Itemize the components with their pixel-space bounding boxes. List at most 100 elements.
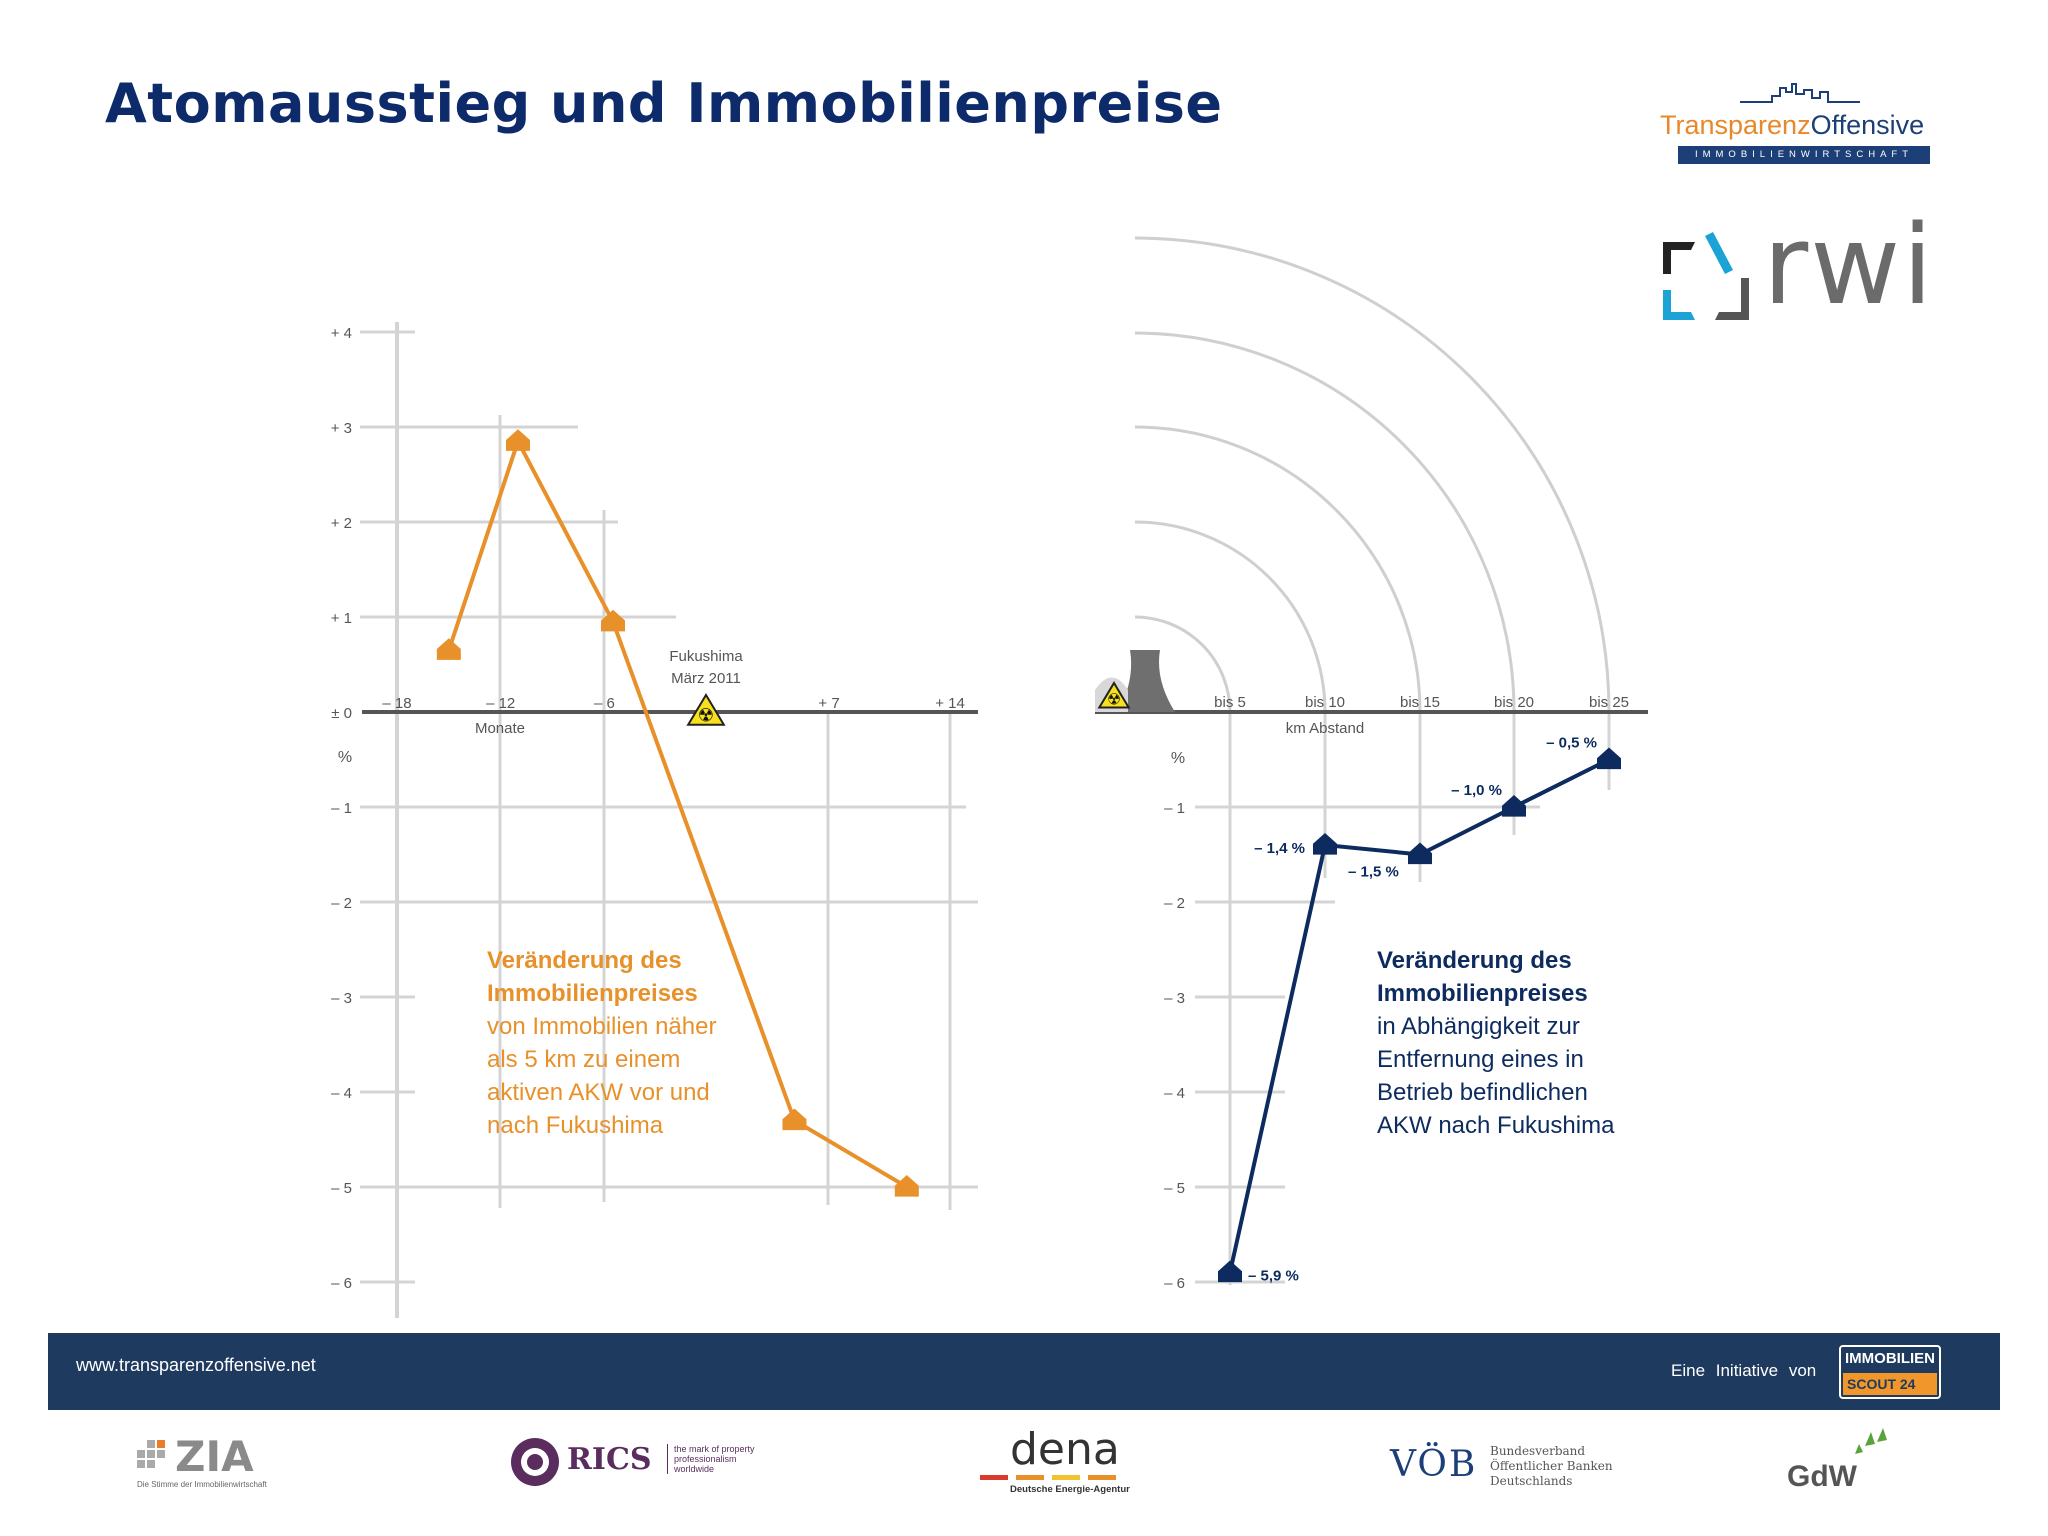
footer-url-link[interactable]: www.transparenzoffensive.net [76, 1355, 316, 1375]
chart1-y-tick-label: + 3 [331, 420, 352, 437]
zia-grid-icon [137, 1440, 165, 1468]
chart1-annotation-line2: März 2011 [671, 670, 741, 687]
chart1-x-tick-label: + 7 [818, 695, 839, 712]
chart2-data-point [1597, 747, 1621, 770]
footer-initiative-text: Eine Initiative von [1671, 1361, 1817, 1380]
chart2-y-tick-label: – 6 [1164, 1275, 1185, 1292]
chart2-data-label: – 1,5 % [1348, 864, 1399, 881]
chart2-radiation-icon: ☢ [1097, 681, 1131, 709]
chart2-distance-arc [1134, 236, 1611, 713]
chart1-x-tick-label: + 14 [935, 695, 965, 712]
dena-stripes-icon [980, 1475, 1116, 1480]
chart1-y-tick-label: + 2 [331, 515, 352, 532]
chart1-annotation-line1: Fukushima [669, 648, 743, 665]
partner-logo-gdw: GdW [1785, 1428, 1905, 1493]
voeb-wordmark: VÖB [1390, 1444, 1478, 1485]
chart-left: + 4 + 3 + 2 + 1 ± 0 – 1 – 2 – 3 – 4 – 5 – 6 – 18 – 1… [331, 322, 978, 1318]
chart2-y-tick-label: – 1 [1164, 800, 1185, 817]
gdw-wordmark: GdW [1787, 1460, 1857, 1493]
partner-logo-zia: ZIA Die Stimme der Immobilienwirtschaft [135, 1432, 295, 1492]
rwi-logo: rwi [1655, 201, 1955, 335]
chart2-radiation-icon-triangle [1097, 681, 1131, 709]
chart1-data-point [505, 429, 530, 451]
voeb-tagline-1: Bundesverband [1490, 1444, 1586, 1458]
chart2-x-tick-label: bis 15 [1400, 694, 1440, 711]
chart2-caption-line: Immobilienpreises [1377, 980, 1588, 1007]
zia-tagline: Die Stimme der Immobilienwirtschaft [137, 1480, 267, 1489]
rics-wordmark: RICS [567, 1442, 652, 1477]
chart1-data-point [782, 1108, 807, 1131]
chart2-caption-line: in Abhängigkeit zur [1377, 1013, 1580, 1040]
chart2-cooling-tower [1118, 650, 1175, 712]
chart2-data-point [1313, 833, 1337, 855]
chart1-y-tick-label: ± 0 [331, 705, 352, 722]
chart2-data-label: – 0,5 % [1546, 735, 1597, 752]
chart1-radiation-icon: ☢ [686, 693, 726, 726]
chart1-caption-line: als 5 km zu einem [487, 1046, 680, 1073]
chart2-data-label: – 1,4 % [1254, 840, 1305, 857]
chart2-distance-arc [1134, 615, 1232, 713]
chart1-y-tick-label: – 3 [331, 990, 352, 1007]
chart-right: – 1 – 2 – 3 – 4 – 5 – 6 bis 5 bis 10 bis 15 bis 2… [1095, 236, 1648, 1292]
chart2-data-point [1408, 842, 1432, 865]
chart1-x-tick-label: – 18 [382, 695, 411, 712]
charts-area: + 4 + 3 + 2 + 1 ± 0 – 1 – 2 – 3 – 4 – 5 – 6 – 18 – 1… [331, 236, 1648, 1318]
voeb-tagline-2: Öffentlicher Banken [1490, 1459, 1613, 1473]
rwi-mark-icon [1663, 232, 1749, 320]
tp-brand-part-b: Offensive [1810, 110, 1925, 140]
chart1-series-line [446, 436, 908, 1189]
tp-brand-name: TransparenzOffensive [1660, 110, 1924, 141]
chart1-data-point [601, 609, 626, 632]
chart1-x-tick-label: – 12 [486, 695, 515, 712]
partner-logo-dena: dena Deutsche Energie-Agentur [980, 1424, 1170, 1495]
is24-bottom-text: SCOUT 24 [1843, 1373, 1937, 1395]
zia-wordmark: ZIA [175, 1432, 254, 1481]
chart1-y-tick-label: – 2 [331, 895, 352, 912]
chart1-y-tick-label: + 1 [331, 610, 352, 627]
page-title: Atomausstieg und Immobilienpreise [105, 72, 1223, 135]
chart2-x-tick-label: bis 25 [1589, 694, 1629, 711]
voeb-tagline-3: Deutschlands [1490, 1474, 1573, 1488]
chart1-caption-line: nach Fukushima [487, 1112, 664, 1139]
chart2-distance-arc [1134, 520, 1327, 713]
chart2-data-point [1218, 1260, 1242, 1283]
chart2-distance-arc [1134, 331, 1516, 713]
chart2-distance-arc [1134, 425, 1422, 713]
chart2-y-unit-label: % [1171, 750, 1185, 767]
partner-logo-voeb: VÖB Bundesverband Öffentlicher Banken De… [1390, 1432, 1630, 1492]
chart2-x-unit-label: km Abstand [1286, 720, 1364, 737]
chart2-x-tick-label: bis 20 [1494, 694, 1534, 711]
chart2-data-point [1502, 795, 1526, 817]
rics-lion-icon [511, 1438, 559, 1486]
chart1-y-tick-label: – 6 [331, 1275, 352, 1292]
chart1-y-tick-label: – 1 [331, 800, 352, 817]
chart1-y-tick-label: – 5 [331, 1180, 352, 1197]
chart1-caption-line: aktiven AKW vor und [487, 1079, 710, 1106]
tp-brand-part-a: Transparenz [1660, 110, 1811, 140]
chart2-data-label: – 5,9 % [1248, 1268, 1299, 1285]
chart2-y-tick-label: – 2 [1164, 895, 1185, 912]
chart1-radiation-icon-glyph: ☢ [698, 704, 715, 725]
gdw-leaves-icon [1855, 1428, 1887, 1454]
dena-wordmark: dena [1010, 1424, 1120, 1475]
chart1-caption-line: von Immobilien näher [487, 1013, 716, 1040]
chart1-y-unit-label: % [338, 749, 352, 766]
immobilienscout24-logo: IMMOBILIEN SCOUT 24 [1839, 1345, 1941, 1399]
chart2-caption-line: Betrieb befindlichen [1377, 1079, 1588, 1106]
tp-brand-sub: IMMOBILIENWIRTSCHAFT [1678, 146, 1930, 164]
chart1-y-tick-label: + 4 [331, 325, 352, 342]
chart2-x-tick-label: bis 5 [1214, 694, 1246, 711]
chart1-x-tick-label: – 6 [594, 695, 615, 712]
footer-band: www.transparenzoffensive.net Eine Initia… [48, 1333, 2000, 1410]
rics-tagline: the mark of property professionalism wor… [667, 1444, 764, 1474]
chart2-data-label: – 1,0 % [1451, 782, 1502, 799]
partner-logo-rics: RICS the mark of property professionalis… [505, 1432, 765, 1492]
chart1-radiation-icon-triangle [686, 693, 726, 726]
dena-tagline: Deutsche Energie-Agentur [1010, 1484, 1130, 1495]
voeb-tagline: Bundesverband Öffentlicher Banken Deutsc… [1490, 1444, 1613, 1489]
skyline-icon [1740, 83, 1860, 103]
chart2-y-tick-label: – 3 [1164, 990, 1185, 1007]
chart1-data-point [436, 638, 461, 660]
chart1-y-tick-label: – 4 [331, 1085, 352, 1102]
chart1-data-point [894, 1175, 919, 1197]
